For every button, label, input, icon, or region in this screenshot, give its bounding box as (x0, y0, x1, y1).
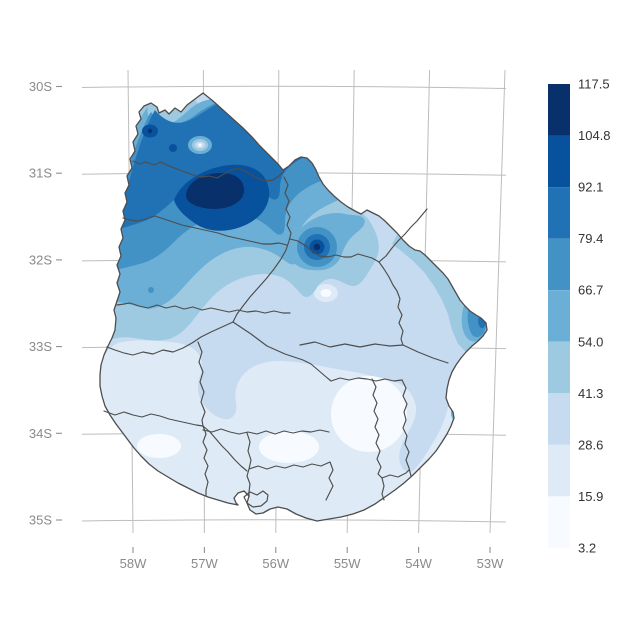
x-tick-label-56w: 56W (262, 556, 289, 571)
y-tick-label-35s: 35S (29, 513, 52, 528)
contour-band-67-west-dot (148, 287, 154, 293)
x-axis-labels: 58W 57W 56W 55W 54W 53W (120, 556, 504, 571)
y-tick-label-30s: 30S (29, 79, 52, 94)
legend-label-3: 3.2 (578, 541, 596, 556)
legend-label-79: 79.4 (578, 231, 603, 246)
contour-band-92-spot-b (169, 144, 177, 152)
x-tick-label-55w: 55W (334, 556, 361, 571)
contour-local-min-nw-core (198, 143, 202, 147)
contour-band-105-dot-a (147, 128, 153, 134)
legend-label-66: 66.7 (578, 283, 603, 298)
x-tick-label-54w: 54W (405, 556, 432, 571)
legend-swatch-3-16 (548, 496, 570, 548)
legend-label-41: 41.3 (578, 386, 603, 401)
legend-label-104: 104.8 (578, 128, 611, 143)
legend-swatch-29-41 (548, 393, 570, 445)
legend-swatch-41-54 (548, 341, 570, 394)
legend-swatch-54-67 (548, 290, 570, 342)
legend: 117.5 104.8 92.1 79.4 66.7 54.0 41.3 28.… (548, 77, 611, 556)
x-tick-label-53w: 53W (477, 556, 504, 571)
legend-swatch-16-29 (548, 444, 570, 497)
contour-min-core-central (320, 289, 332, 297)
axis-ticks (56, 85, 491, 553)
contour-band-105-bullseye-dot (313, 243, 321, 251)
legend-label-15: 15.9 (578, 489, 603, 504)
legend-label-54: 54.0 (578, 334, 603, 349)
contour-min-patch-south (259, 431, 319, 463)
y-axis-labels: 30S 31S 32S 33S 34S 35S (29, 79, 52, 528)
y-tick-label-34s: 34S (29, 426, 52, 441)
x-tick-label-58w: 58W (120, 556, 147, 571)
y-tick-label-33s: 33S (29, 339, 52, 354)
legend-swatch-79-92 (548, 187, 570, 239)
country-outline (99, 92, 488, 522)
contour-band-54-coast-spot (451, 405, 461, 421)
y-tick-label-32s: 32S (29, 252, 52, 267)
legend-swatch-92-105 (548, 135, 570, 188)
legend-label-117: 117.5 (578, 77, 610, 92)
legend-swatch-105-117 (548, 84, 570, 136)
contour-fill (100, 93, 487, 521)
legend-label-92: 92.1 (578, 180, 603, 195)
department-boundaries (103, 160, 449, 508)
contour-min-patch-sw (137, 434, 181, 458)
legend-swatch-67-79 (548, 238, 570, 291)
legend-label-28: 28.6 (578, 437, 603, 452)
contour-min-patch-se (331, 376, 407, 452)
y-tick-label-31s: 31S (29, 166, 52, 181)
contour-band-105-core (186, 173, 245, 209)
x-tick-label-57w: 57W (191, 556, 218, 571)
